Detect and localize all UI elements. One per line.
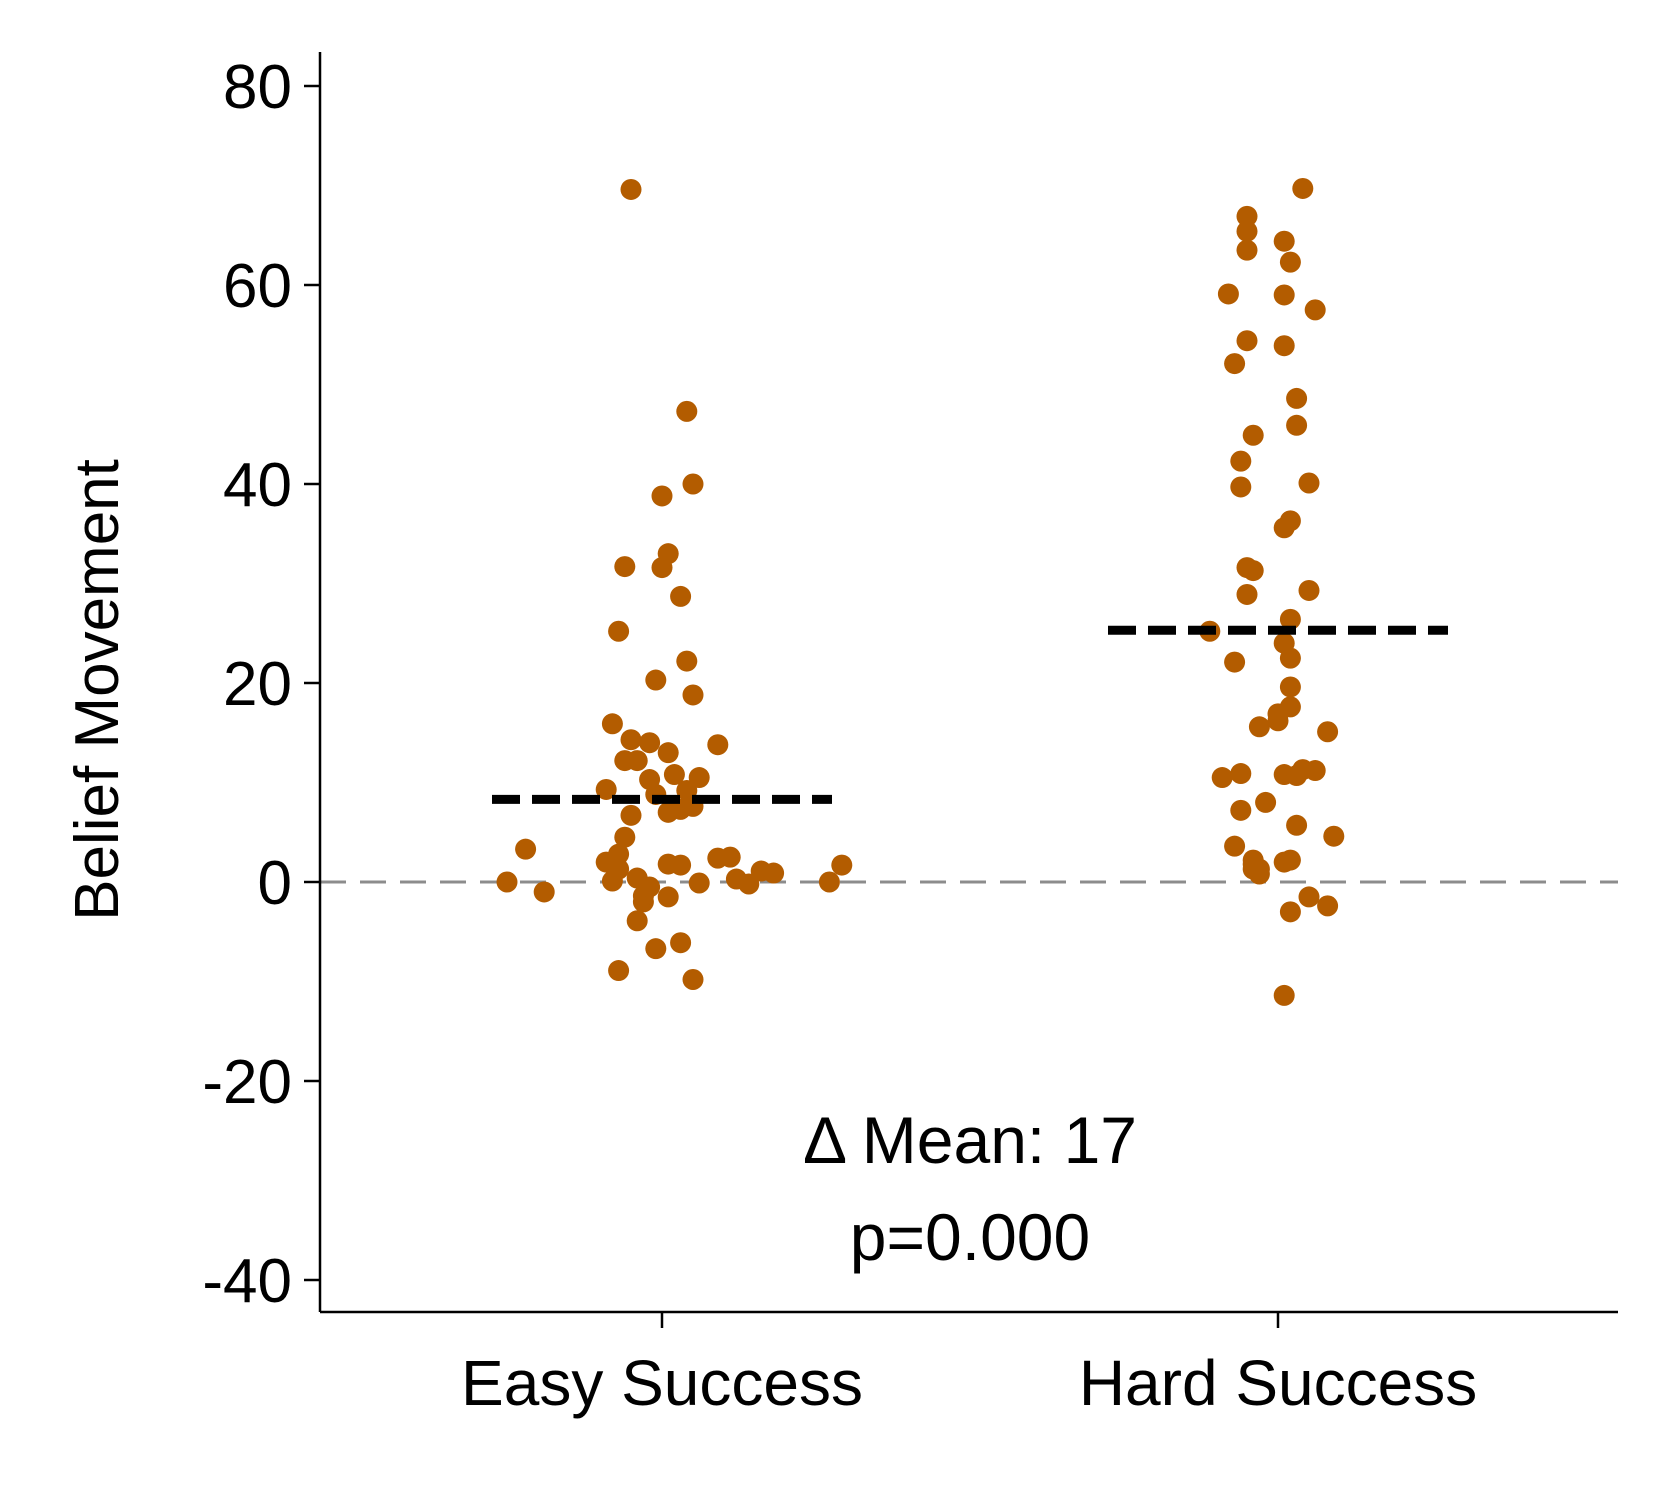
y-tick-label: 40 xyxy=(223,451,292,520)
data-point xyxy=(818,871,840,893)
y-axis-title: Belief Movement xyxy=(63,459,132,921)
data-point xyxy=(1236,583,1258,605)
data-point xyxy=(1279,901,1301,923)
data-point xyxy=(608,960,630,982)
data-point xyxy=(1242,424,1264,446)
data-point xyxy=(657,886,679,908)
data-point xyxy=(670,932,692,954)
data-point xyxy=(608,620,630,642)
data-point xyxy=(1224,353,1246,375)
data-point xyxy=(1279,849,1301,871)
data-point xyxy=(1242,560,1264,582)
data-point xyxy=(639,732,661,754)
data-point xyxy=(1279,696,1301,718)
data-point xyxy=(1236,205,1258,227)
y-tick-label: 0 xyxy=(258,849,292,918)
data-point xyxy=(1279,676,1301,698)
data-point xyxy=(1298,472,1320,494)
data-point xyxy=(676,400,698,422)
data-point xyxy=(1317,721,1339,743)
data-point xyxy=(1224,835,1246,857)
data-point xyxy=(620,729,642,751)
data-point xyxy=(1286,387,1308,409)
data-point xyxy=(1230,450,1252,472)
data-point xyxy=(1273,335,1295,357)
data-point xyxy=(670,585,692,607)
points-layer xyxy=(496,177,1345,1006)
data-point xyxy=(1286,814,1308,836)
data-point xyxy=(1298,886,1320,908)
data-point xyxy=(620,804,642,826)
data-point xyxy=(614,826,636,848)
data-point xyxy=(1248,858,1270,880)
data-point xyxy=(651,485,673,507)
data-point xyxy=(1255,791,1277,813)
data-point xyxy=(707,734,729,756)
data-point xyxy=(608,858,630,880)
data-point xyxy=(670,854,692,876)
data-point xyxy=(1248,716,1270,738)
data-point xyxy=(626,910,648,932)
data-point xyxy=(1279,647,1301,669)
data-point xyxy=(1317,895,1339,917)
data-point xyxy=(601,713,623,735)
data-point xyxy=(1230,476,1252,498)
data-point xyxy=(1236,220,1258,242)
data-point xyxy=(1273,284,1295,306)
data-point xyxy=(657,543,679,565)
data-point xyxy=(1304,299,1326,321)
data-point xyxy=(663,764,685,786)
data-point xyxy=(1230,763,1252,785)
data-point xyxy=(1286,414,1308,436)
data-point xyxy=(1230,799,1252,821)
data-point xyxy=(1323,825,1345,847)
data-point xyxy=(496,871,518,893)
data-point xyxy=(688,767,710,789)
data-point xyxy=(1279,608,1301,630)
y-tick-label: 60 xyxy=(223,252,292,321)
data-point xyxy=(1279,251,1301,273)
data-point xyxy=(831,854,853,876)
data-point xyxy=(763,862,785,884)
data-point xyxy=(1236,239,1258,261)
x-category-label: Easy Success xyxy=(461,1347,863,1419)
data-point xyxy=(626,750,648,772)
data-point xyxy=(1273,984,1295,1006)
data-point xyxy=(608,843,630,865)
mean-difference-annotation: Δ Mean: 17 xyxy=(803,1103,1137,1177)
data-point xyxy=(682,969,704,991)
y-tick-label: 80 xyxy=(223,53,292,122)
data-point xyxy=(1217,283,1239,305)
data-point xyxy=(1224,651,1246,673)
data-point xyxy=(688,872,710,894)
y-tick-label: 20 xyxy=(223,650,292,719)
ticks-layer: 80 60 40 20 0 -20 -40 Easy Success Hard Success xyxy=(202,53,1477,1419)
data-point xyxy=(614,556,636,578)
data-point xyxy=(1304,760,1326,782)
data-point xyxy=(645,938,667,960)
x-category-label: Hard Success xyxy=(1079,1347,1477,1419)
data-point xyxy=(1279,510,1301,532)
data-point xyxy=(533,881,555,903)
y-tick-label: -20 xyxy=(202,1048,292,1117)
data-point xyxy=(682,684,704,706)
data-point xyxy=(1211,767,1233,789)
data-point xyxy=(1298,579,1320,601)
y-tick-label: -40 xyxy=(202,1247,292,1316)
p-value-annotation: p=0.000 xyxy=(850,1200,1090,1274)
data-point xyxy=(620,178,642,200)
data-point xyxy=(639,876,661,898)
data-point xyxy=(515,838,537,860)
data-point xyxy=(682,473,704,495)
data-point xyxy=(1273,230,1295,252)
data-point xyxy=(595,778,617,800)
data-point xyxy=(645,669,667,691)
mean-lines-layer xyxy=(492,625,1448,804)
data-point xyxy=(657,742,679,764)
data-point xyxy=(676,650,698,672)
data-point xyxy=(719,846,741,868)
data-point xyxy=(1236,330,1258,352)
data-point xyxy=(1292,177,1314,199)
